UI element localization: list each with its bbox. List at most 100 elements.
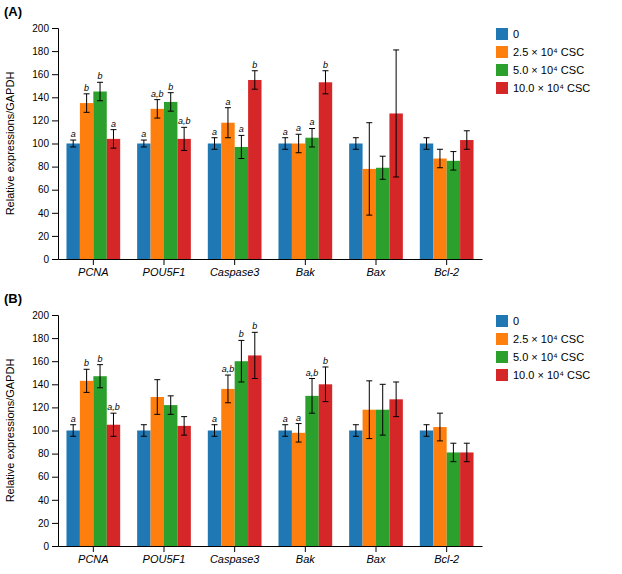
x-tick-label: POU5F1	[143, 553, 186, 565]
error-bar	[110, 413, 116, 436]
y-tick-label: 120	[32, 115, 49, 126]
x-tick: Bak	[296, 546, 315, 565]
error-bar	[110, 130, 116, 148]
y-tick-label: 80	[38, 161, 50, 172]
error-bar	[238, 135, 244, 158]
legend-swatch	[496, 315, 508, 327]
significance-label: a	[283, 414, 288, 424]
bar	[137, 431, 150, 547]
y-tick-label: 140	[32, 379, 49, 390]
bar	[151, 397, 164, 546]
y-tick-label: 60	[38, 184, 50, 195]
bar	[447, 452, 460, 546]
axis-line	[59, 259, 483, 260]
axis-line	[52, 316, 59, 547]
y-tick-mark	[52, 51, 58, 52]
annotations: aaaaba,baabbaaaa,bbb	[71, 60, 328, 139]
y-tick: 140	[32, 92, 58, 103]
significance-label: a	[225, 97, 230, 107]
x-tick-label: PCNA	[78, 266, 109, 278]
bar	[447, 161, 460, 259]
legend-item: 5.0 × 10⁴ CSC	[496, 351, 584, 363]
y-tick-label: 100	[32, 138, 49, 149]
legend-item: 2.5 × 10⁴ CSC	[496, 46, 584, 58]
legend-item: 5.0 × 10⁴ CSC	[496, 64, 584, 76]
y-tick-mark	[52, 236, 58, 237]
error-bar	[70, 425, 76, 437]
error-bar	[296, 134, 302, 152]
bar	[80, 103, 93, 259]
y-tick: 100	[32, 425, 58, 436]
error-bar	[97, 365, 103, 388]
y-tick: 200	[32, 23, 58, 34]
panel-label: (B)	[4, 291, 22, 306]
y-axis: 020406080100120140160180200	[32, 310, 58, 552]
y-tick-label: 180	[32, 46, 49, 57]
y-tick-label: 200	[32, 310, 49, 321]
plot-area	[66, 332, 473, 546]
y-tick-mark	[52, 477, 58, 478]
significance-label: b	[98, 71, 103, 81]
error-bar	[450, 443, 456, 461]
y-axis-title: Relative expressions/GAPDH	[4, 72, 16, 216]
annotations: aaaba,babba,ba,bbb	[71, 321, 328, 423]
error-bar	[353, 425, 359, 437]
significance-label: b	[252, 321, 257, 331]
y-tick-label: 160	[32, 69, 49, 80]
significance-label: a,b	[107, 402, 120, 412]
x-tick-mark	[164, 546, 165, 552]
y-tick-mark	[52, 431, 58, 432]
x-tick: PCNA	[78, 259, 109, 278]
legend-swatch	[496, 28, 508, 40]
error-bar	[154, 100, 160, 118]
y-tick-mark	[52, 523, 58, 524]
legend-swatch	[496, 82, 508, 94]
plot-area	[66, 50, 473, 259]
bar	[177, 426, 190, 546]
x-axis: PCNAPOU5F1Caspase3BakBaxBcl-2	[59, 546, 483, 565]
significance-label: a	[111, 119, 116, 129]
y-tick: 80	[38, 161, 58, 172]
legend: 02.5 × 10⁴ CSC5.0 × 10⁴ CSC10.0 × 10⁴ CS…	[496, 315, 590, 381]
x-tick: Caspase3	[210, 259, 260, 278]
error-bar	[366, 123, 372, 215]
y-tick-mark	[52, 500, 58, 501]
x-tick-label: PCNA	[78, 553, 109, 565]
bar	[420, 144, 433, 260]
bar	[292, 433, 305, 546]
significance-label: a	[212, 127, 217, 137]
x-tick-mark	[376, 546, 377, 552]
error-bar	[464, 131, 470, 149]
bar	[151, 109, 164, 259]
panel-label: (A)	[4, 4, 22, 19]
x-tick-mark	[93, 546, 94, 552]
bar	[292, 144, 305, 260]
bar	[235, 361, 248, 546]
error-bar	[353, 138, 359, 150]
x-tick: Bak	[296, 259, 315, 278]
error-bar	[181, 417, 187, 435]
x-tick-label: Bcl-2	[434, 553, 459, 565]
bar	[248, 355, 261, 546]
y-tick-label: 40	[38, 495, 50, 506]
significance-label: a	[141, 129, 146, 139]
bar	[177, 139, 190, 259]
bar	[66, 144, 79, 260]
error-bar	[252, 71, 258, 89]
bar	[208, 431, 221, 547]
legend-swatch	[496, 64, 508, 76]
error-bar	[181, 127, 187, 150]
bar	[319, 82, 332, 259]
x-tick: Bax	[367, 259, 386, 278]
error-bar	[366, 381, 372, 439]
bar	[164, 405, 177, 546]
bar	[221, 123, 234, 259]
y-tick-mark	[52, 454, 58, 455]
error-bar	[437, 149, 443, 167]
bar	[107, 139, 120, 259]
legend-label: 2.5 × 10⁴ CSC	[513, 46, 584, 58]
y-axis: 020406080100120140160180200	[32, 23, 58, 265]
significance-label: b	[168, 82, 173, 92]
error-bar	[168, 396, 174, 414]
y-tick: 80	[38, 448, 58, 459]
